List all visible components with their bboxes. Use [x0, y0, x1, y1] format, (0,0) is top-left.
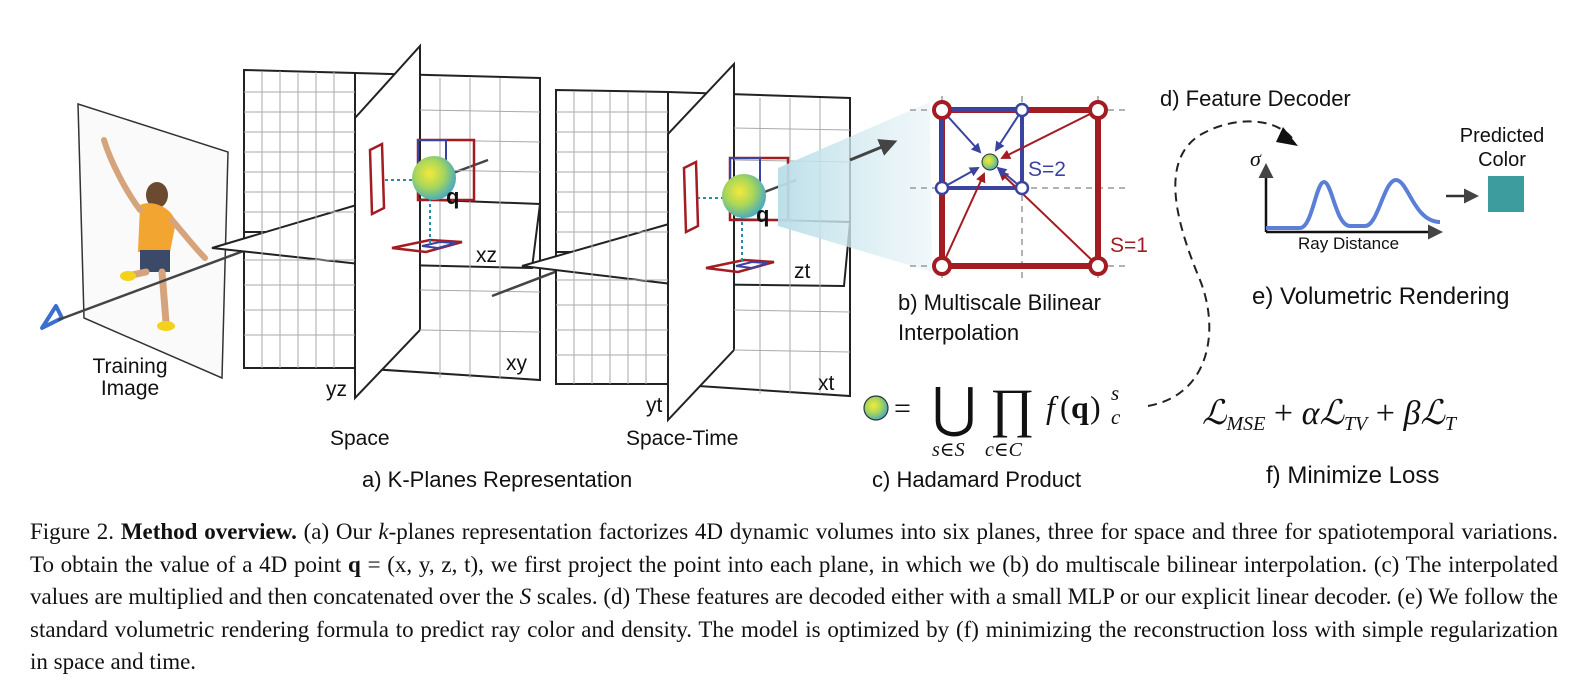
predicted-color-swatch [1488, 176, 1524, 212]
svg-text:f: f [1046, 389, 1059, 425]
svg-text:c: c [1111, 405, 1121, 429]
plane-xy-label: xy [506, 352, 528, 375]
space-time-q-label: q [756, 202, 769, 227]
space-planes: q xz xy yz Space [211, 43, 542, 450]
panel-e-label: e) Volumetric Rendering [1252, 283, 1509, 310]
caption-text-4: scales. (d) These features are decoded e… [30, 584, 1559, 674]
loss-formula: ℒMSE + αℒTV + βℒT f) Minimize Loss [1202, 395, 1458, 489]
space-point-q [412, 156, 456, 200]
space-time-planes: q zt xt yt Space-Time [521, 61, 852, 450]
svg-text:c∈C: c∈C [985, 439, 1023, 461]
predicted-color-label-2: Color [1478, 149, 1526, 171]
svg-text:s∈S: s∈S [932, 439, 965, 461]
caption-figure-number: Figure 2. [30, 519, 115, 544]
decoder-flow-curve [1147, 120, 1293, 407]
bilinear-interpolation-diagram: S=2 S=1 b) Multiscale Bilinear Interpola… [898, 96, 1148, 345]
space-time-label: Space-Time [626, 427, 738, 450]
plane-yt-label: yt [646, 394, 663, 417]
dancer-figure [101, 137, 208, 331]
svg-text:): ) [1090, 389, 1101, 425]
scale-1-label: S=1 [1110, 234, 1148, 257]
sigma-label: σ [1250, 146, 1262, 171]
caption-text-3: = (x, y, z, t), we first project the poi… [30, 551, 1559, 610]
training-image-label-1: Training [92, 355, 167, 378]
plane-xz-label: xz [476, 244, 497, 267]
caption-k: k [378, 519, 389, 544]
figure-caption: Figure 2. Method overview. (a) Our k-pla… [30, 516, 1558, 679]
density-curve [1266, 177, 1441, 230]
scale-2-label: S=2 [1028, 158, 1066, 181]
plane-zt-label: zt [794, 260, 811, 283]
svg-text:s: s [1111, 381, 1119, 405]
zoom-arrow [849, 139, 898, 162]
svg-text:=: = [894, 392, 911, 425]
ray-distance-label: Ray Distance [1298, 234, 1399, 253]
decoder-arrow-icon [1276, 127, 1298, 146]
hadamard-formula: = ⋃ ∏ f ( q ) s c s∈S c∈C c) Hadamard Pr… [863, 378, 1121, 492]
caption-text-1: (a) Our [303, 519, 372, 544]
svg-text:ℒMSE + αℒTV + βℒT: ℒMSE + αℒTV + βℒT [1202, 395, 1458, 435]
space-q-label: q [446, 184, 459, 209]
caption-text-2: -planes representation factorizes 4D dyn… [30, 519, 1559, 577]
camera-icon [40, 304, 64, 330]
panel-a-label: a) K-Planes Representation [362, 467, 632, 492]
training-image-label-2: Image [101, 377, 159, 400]
panel-c-label: c) Hadamard Product [872, 467, 1081, 492]
space-label: Space [330, 427, 390, 450]
plane-xt-label: xt [818, 372, 835, 395]
caption-S: S [519, 584, 532, 609]
svg-text:⋃: ⋃ [932, 378, 976, 438]
plane-yz-label: yz [326, 378, 347, 401]
panel-f-label: f) Minimize Loss [1266, 462, 1439, 489]
svg-text:q: q [1071, 389, 1089, 425]
training-image: Training Image [77, 102, 229, 400]
method-overview-figure: Training Image [40, 43, 1544, 492]
feature-ball-icon [863, 395, 889, 421]
caption-q: q [348, 551, 361, 577]
panel-d-label: d) Feature Decoder [1160, 86, 1351, 111]
svg-text:(: ( [1060, 389, 1071, 425]
volumetric-rendering-plot: σ Ray Distance Predicted Color e) Volume… [1250, 125, 1544, 310]
panel-b-label-2: Interpolation [898, 320, 1019, 345]
svg-text:∏: ∏ [990, 378, 1034, 438]
predicted-color-label-1: Predicted [1460, 125, 1545, 147]
space-time-point-q [722, 174, 766, 218]
caption-title: Method overview. [120, 519, 297, 544]
panel-b-label-1: b) Multiscale Bilinear [898, 290, 1101, 315]
interpolated-point [981, 153, 999, 171]
